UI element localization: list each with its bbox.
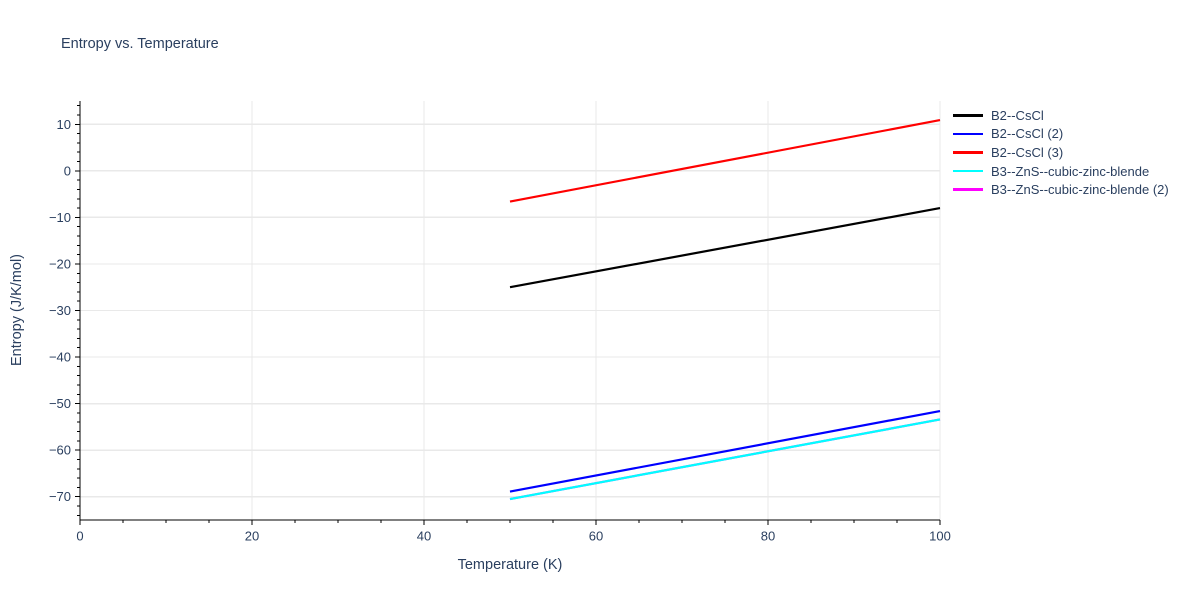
y-tick-label: −30 xyxy=(49,303,71,318)
legend-item[interactable]: B2--CsCl (2) xyxy=(953,125,1169,144)
legend-item[interactable]: B3--ZnS--cubic-zinc-blende (2) xyxy=(953,180,1169,199)
y-tick-label: −20 xyxy=(49,256,71,271)
legend-label: B2--CsCl (3) xyxy=(991,144,1064,160)
legend: B2--CsCl B2--CsCl (2) B2--CsCl (3) B3--ZnS-… xyxy=(953,106,1169,199)
legend-item[interactable]: B2--CsCl xyxy=(953,106,1169,125)
legend-line-swatch xyxy=(953,188,983,191)
x-tick-label: 0 xyxy=(76,529,83,544)
legend-line-swatch xyxy=(953,132,983,136)
x-tick-label: 80 xyxy=(761,529,775,544)
legend-label: B2--CsCl (2) xyxy=(991,126,1064,142)
legend-label: B3--ZnS--cubic-zinc-blende (2) xyxy=(991,182,1169,198)
y-tick-label: −40 xyxy=(49,350,71,365)
y-tick-label: −60 xyxy=(49,443,71,458)
y-tick-label: −50 xyxy=(49,396,71,411)
chart-title: Entropy vs. Temperature xyxy=(61,36,219,52)
series-line-4 xyxy=(509,418,941,501)
legend-item[interactable]: B3--ZnS--cubic-zinc-blende xyxy=(953,162,1169,181)
series-line-1 xyxy=(509,206,941,289)
x-tick-label: 40 xyxy=(417,529,431,544)
y-axis-title: Entropy (J/K/mol) xyxy=(9,254,25,366)
y-tick-label: 10 xyxy=(57,117,71,132)
x-tick-label: 60 xyxy=(589,529,603,544)
legend-line-swatch xyxy=(953,151,983,154)
x-axis-title: Temperature (K) xyxy=(457,557,563,573)
series-line-3 xyxy=(509,119,941,203)
y-tick-label: −70 xyxy=(49,489,71,504)
legend-item[interactable]: B2--CsCl (3) xyxy=(953,143,1169,162)
y-tick-label: −10 xyxy=(49,210,71,225)
x-tick-label: 20 xyxy=(245,529,259,544)
legend-line-swatch xyxy=(953,169,983,173)
legend-label: B2--CsCl xyxy=(991,107,1044,123)
legend-label: B3--ZnS--cubic-zinc-blende xyxy=(991,163,1150,179)
series-line-2 xyxy=(509,409,941,493)
x-tick-label: 100 xyxy=(929,529,951,544)
legend-line-swatch xyxy=(953,114,983,117)
y-tick-label: 0 xyxy=(64,163,71,178)
